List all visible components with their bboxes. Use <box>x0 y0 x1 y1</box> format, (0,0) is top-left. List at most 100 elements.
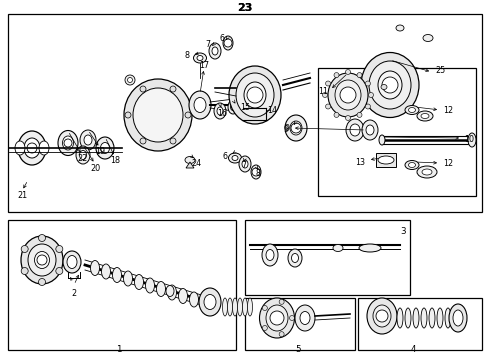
Circle shape <box>39 234 46 242</box>
Ellipse shape <box>262 244 278 266</box>
Ellipse shape <box>113 267 122 283</box>
Ellipse shape <box>397 308 403 328</box>
Circle shape <box>345 116 350 121</box>
Ellipse shape <box>156 282 166 297</box>
Ellipse shape <box>236 73 274 117</box>
Circle shape <box>382 77 398 93</box>
Ellipse shape <box>230 104 236 111</box>
Bar <box>358 298 482 350</box>
Ellipse shape <box>409 108 416 112</box>
Circle shape <box>325 81 331 86</box>
Text: 18: 18 <box>110 156 120 165</box>
Circle shape <box>291 123 301 133</box>
Ellipse shape <box>67 256 77 269</box>
Ellipse shape <box>242 160 248 168</box>
Ellipse shape <box>367 298 397 334</box>
Ellipse shape <box>124 79 192 151</box>
Circle shape <box>262 306 268 311</box>
Ellipse shape <box>127 77 132 82</box>
Ellipse shape <box>239 156 251 172</box>
Ellipse shape <box>328 73 368 117</box>
Ellipse shape <box>166 285 174 297</box>
Circle shape <box>64 139 72 147</box>
Ellipse shape <box>359 244 381 252</box>
Ellipse shape <box>346 119 364 141</box>
Circle shape <box>140 138 146 144</box>
Ellipse shape <box>63 251 81 273</box>
Circle shape <box>21 267 28 275</box>
Text: 11: 11 <box>318 86 328 95</box>
Bar <box>8 220 236 350</box>
Ellipse shape <box>232 156 238 161</box>
Ellipse shape <box>185 157 195 163</box>
Text: 20: 20 <box>90 163 100 172</box>
Bar <box>376 153 396 167</box>
Ellipse shape <box>417 111 433 121</box>
Text: 6: 6 <box>222 152 227 161</box>
Ellipse shape <box>34 252 49 269</box>
Ellipse shape <box>223 36 233 50</box>
Ellipse shape <box>417 166 437 178</box>
Ellipse shape <box>101 264 111 279</box>
Ellipse shape <box>290 121 302 135</box>
Circle shape <box>366 81 370 86</box>
Circle shape <box>37 255 47 265</box>
Circle shape <box>39 279 46 285</box>
Ellipse shape <box>21 236 63 284</box>
Ellipse shape <box>178 288 188 303</box>
Circle shape <box>279 299 284 304</box>
Ellipse shape <box>251 165 261 179</box>
Circle shape <box>252 168 260 176</box>
Ellipse shape <box>381 85 387 90</box>
Circle shape <box>366 104 370 109</box>
Ellipse shape <box>266 305 288 331</box>
Ellipse shape <box>285 115 307 141</box>
Ellipse shape <box>405 308 411 328</box>
Ellipse shape <box>300 311 310 324</box>
Ellipse shape <box>204 294 216 310</box>
Ellipse shape <box>335 80 361 110</box>
Ellipse shape <box>422 169 432 175</box>
Circle shape <box>334 112 339 117</box>
Circle shape <box>368 93 373 98</box>
Circle shape <box>125 112 131 118</box>
Circle shape <box>322 93 327 98</box>
Ellipse shape <box>24 138 40 158</box>
Ellipse shape <box>28 244 56 276</box>
Ellipse shape <box>194 53 206 63</box>
Circle shape <box>325 104 331 109</box>
Ellipse shape <box>423 35 433 41</box>
Text: 8: 8 <box>255 168 261 177</box>
Ellipse shape <box>292 253 298 262</box>
Bar <box>245 298 355 350</box>
Ellipse shape <box>228 153 242 163</box>
Ellipse shape <box>199 288 221 316</box>
Ellipse shape <box>100 143 109 153</box>
Ellipse shape <box>209 43 221 59</box>
Ellipse shape <box>84 135 92 145</box>
Text: 21: 21 <box>17 190 27 199</box>
Text: 24: 24 <box>191 158 201 167</box>
Circle shape <box>290 315 294 320</box>
Circle shape <box>279 332 284 337</box>
Ellipse shape <box>18 131 46 165</box>
Ellipse shape <box>63 136 74 150</box>
Ellipse shape <box>445 308 451 328</box>
Ellipse shape <box>146 278 154 293</box>
Ellipse shape <box>197 55 203 60</box>
Circle shape <box>21 246 28 252</box>
Ellipse shape <box>413 308 419 328</box>
Ellipse shape <box>333 244 343 252</box>
Ellipse shape <box>217 107 223 115</box>
Ellipse shape <box>76 146 90 164</box>
Ellipse shape <box>373 305 391 327</box>
Text: 14: 14 <box>267 105 277 114</box>
Ellipse shape <box>134 275 144 289</box>
Ellipse shape <box>39 141 49 155</box>
Ellipse shape <box>80 130 96 150</box>
Ellipse shape <box>125 75 135 85</box>
Circle shape <box>334 73 339 78</box>
Ellipse shape <box>369 61 411 109</box>
Ellipse shape <box>266 249 274 261</box>
Text: 1: 1 <box>116 346 122 355</box>
